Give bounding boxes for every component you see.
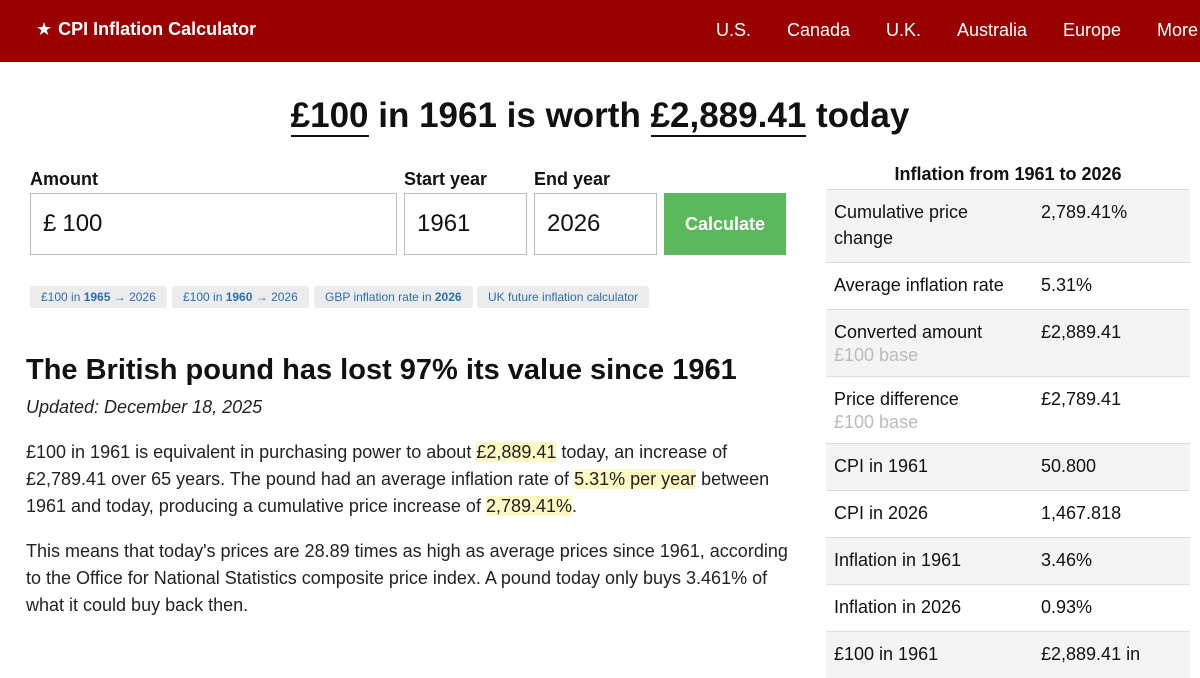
nav-us[interactable]: U.S.	[716, 20, 751, 41]
table-row: Price difference £100 base £2,789.41	[826, 377, 1190, 444]
article-title: The British pound has lost 97% its value…	[26, 354, 737, 387]
row-value: 5.31%	[1033, 263, 1190, 310]
label-text: Inflation in 1961	[834, 550, 961, 570]
label-text: Inflation in 2026	[834, 597, 961, 617]
label-text: Price difference	[834, 389, 959, 409]
sidebar-title: Inflation from 1961 to 2026	[826, 164, 1190, 185]
row-value: £2,889.41	[1033, 310, 1190, 377]
start-year-label: Start year	[404, 169, 487, 190]
highlight-rate: 5.31% per year	[574, 469, 696, 489]
article-paragraph-2: This means that today's prices are 28.89…	[26, 538, 796, 619]
row-value: 2,789.41%	[1033, 190, 1190, 263]
row-label: Average inflation rate	[826, 263, 1033, 310]
row-label: Cumulative price change	[826, 190, 1033, 263]
chip-1960[interactable]: £100 in 1960 → 2026	[172, 286, 309, 308]
chip-year: 1960	[226, 290, 253, 304]
table-row: Inflation in 2026 0.93%	[826, 585, 1190, 632]
headline-value: £2,889.41	[651, 96, 807, 137]
chip-year: 1965	[84, 290, 111, 304]
table-row: Average inflation rate 5.31%	[826, 263, 1190, 310]
row-label: CPI in 1961	[826, 444, 1033, 491]
start-year-input[interactable]: 1961	[404, 193, 527, 255]
table-row: CPI in 2026 1,467.818	[826, 491, 1190, 538]
inflation-summary-table: Cumulative price change 2,789.41% Averag…	[826, 189, 1190, 678]
row-label: CPI in 2026	[826, 491, 1033, 538]
chip-gbp-rate[interactable]: GBP inflation rate in 2026	[314, 286, 473, 308]
nav-europe[interactable]: Europe	[1063, 20, 1121, 41]
label-text: CPI in 2026	[834, 503, 928, 523]
table-row: Inflation in 1961 3.46%	[826, 538, 1190, 585]
chip-text: → 2026	[252, 290, 297, 304]
row-label: Inflation in 1961	[826, 538, 1033, 585]
end-year-label: End year	[534, 169, 610, 190]
table-row: CPI in 1961 50.800	[826, 444, 1190, 491]
chip-text: £100 in	[183, 290, 226, 304]
chip-text: £100 in	[41, 290, 84, 304]
updated-date: Updated: December 18, 2025	[26, 397, 262, 418]
start-year-value: 1961	[417, 210, 470, 237]
end-year-value: 2026	[547, 210, 600, 237]
row-label: Inflation in 2026	[826, 585, 1033, 632]
end-year-input[interactable]: 2026	[534, 193, 657, 255]
star-icon: ★	[36, 19, 52, 39]
calculate-button[interactable]: Calculate	[664, 193, 786, 255]
chip-text: GBP inflation rate in	[325, 290, 435, 304]
row-value: £2,789.41	[1033, 377, 1190, 444]
brand-title: CPI Inflation Calculator	[58, 19, 256, 39]
row-label: Price difference £100 base	[826, 377, 1033, 444]
highlight-cumulative: 2,789.41%	[486, 496, 572, 516]
row-value: 0.93%	[1033, 585, 1190, 632]
label-text: Average inflation rate	[834, 275, 1004, 295]
top-navbar: ★ CPI Inflation Calculator U.S. Canada U.…	[0, 0, 1200, 62]
highlight-value: £2,889.41	[476, 442, 556, 462]
row-value: 3.46%	[1033, 538, 1190, 585]
chip-1965[interactable]: £100 in 1965 → 2026	[30, 286, 167, 308]
page-headline: £100 in 1961 is worth £2,889.41 today	[0, 96, 1200, 136]
chip-text: UK future inflation calculator	[488, 290, 638, 304]
brand-link[interactable]: ★ CPI Inflation Calculator	[36, 19, 256, 40]
label-text: £100 in 1961	[834, 644, 938, 664]
label-text: CPI in 1961	[834, 456, 928, 476]
text: .	[572, 496, 577, 516]
nav-canada[interactable]: Canada	[787, 20, 850, 41]
article-paragraph-1: £100 in 1961 is equivalent in purchasing…	[26, 439, 796, 520]
row-value: 1,467.818	[1033, 491, 1190, 538]
chip-uk-future[interactable]: UK future inflation calculator	[477, 286, 649, 308]
text: £100 in 1961 is equivalent in purchasing…	[26, 442, 476, 462]
nav-uk[interactable]: U.K.	[886, 20, 921, 41]
label-subtext: £100 base	[834, 412, 1025, 432]
nav-australia[interactable]: Australia	[957, 20, 1027, 41]
label-text: Converted amount	[834, 322, 982, 342]
row-value: 50.800	[1033, 444, 1190, 491]
row-value: £2,889.41 in	[1033, 632, 1190, 678]
amount-input[interactable]: £100	[30, 193, 397, 255]
pound-prefix: £	[43, 210, 56, 237]
label-subtext: £100 base	[834, 345, 1025, 365]
nav-more[interactable]: More	[1157, 20, 1198, 41]
headline-amount: £100	[291, 96, 369, 137]
chip-year: 2026	[435, 290, 462, 304]
table-row: Converted amount £100 base £2,889.41	[826, 310, 1190, 377]
table-row: Cumulative price change 2,789.41%	[826, 190, 1190, 263]
row-label: Converted amount £100 base	[826, 310, 1033, 377]
table-row: £100 in 1961 £2,889.41 in	[826, 632, 1190, 678]
headline-end: today	[806, 96, 909, 135]
row-label: £100 in 1961	[826, 632, 1033, 678]
chip-text: → 2026	[110, 290, 155, 304]
amount-value: 100	[62, 210, 102, 237]
label-text: Cumulative price change	[834, 202, 968, 248]
amount-label: Amount	[30, 169, 98, 190]
headline-mid: in 1961 is worth	[369, 96, 651, 135]
